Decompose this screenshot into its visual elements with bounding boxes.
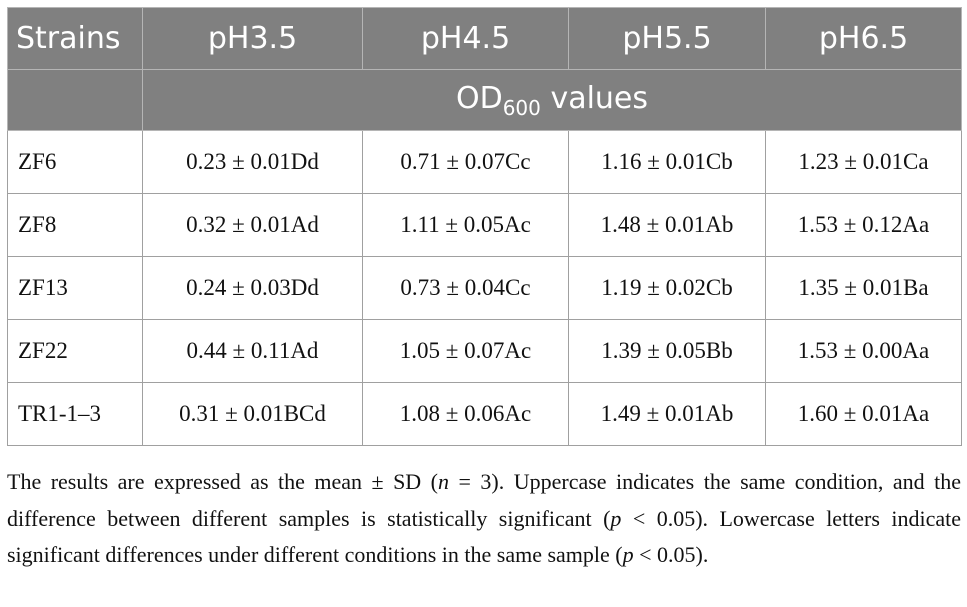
- value-cell: 1.19 ± 0.02Cb: [568, 256, 766, 320]
- value-cell: 1.16 ± 0.01Cb: [568, 130, 766, 194]
- header-cell: pH3.5: [142, 7, 363, 70]
- value-cell: 0.32 ± 0.01Ad: [142, 193, 363, 257]
- table-row: TR1-1–3 0.31 ± 0.01BCd 1.08 ± 0.06Ac 1.49 ±…: [7, 382, 962, 446]
- strain-cell: ZF6: [7, 130, 143, 194]
- value-cell: 1.35 ± 0.01Ba: [765, 256, 962, 320]
- value-cell: 1.08 ± 0.06Ac: [362, 382, 569, 446]
- strain-cell: ZF8: [7, 193, 143, 257]
- header-cell: pH6.5: [765, 7, 962, 70]
- header-cell: pH4.5: [362, 7, 569, 70]
- table-row: ZF6 0.23 ± 0.01Dd 0.71 ± 0.07Cc 1.16 ± 0.01…: [7, 130, 962, 194]
- subheader-suffix: values: [550, 80, 649, 116]
- subheader-row: OD600 values: [7, 69, 962, 131]
- value-cell: 0.73 ± 0.04Cc: [362, 256, 569, 320]
- value-cell: 1.53 ± 0.12Aa: [765, 193, 962, 257]
- subheader-subscript: 600: [502, 95, 541, 120]
- table-row: ZF22 0.44 ± 0.11Ad 1.05 ± 0.07Ac 1.39 ± 0.0…: [7, 319, 962, 383]
- header-blank: [7, 69, 143, 131]
- footnote-text: The results are expressed as the mean ± …: [7, 469, 439, 494]
- strain-cell: TR1-1–3: [7, 382, 143, 446]
- header-cell: pH5.5: [568, 7, 766, 70]
- value-cell: 0.31 ± 0.01BCd: [142, 382, 363, 446]
- value-cell: 0.24 ± 0.03Dd: [142, 256, 363, 320]
- value-cell: 1.23 ± 0.01Ca: [765, 130, 962, 194]
- footnote-text: p: [610, 505, 622, 531]
- subheader-text: OD: [455, 80, 503, 116]
- value-cell: 1.48 ± 0.01Ab: [568, 193, 766, 257]
- table-body: ZF6 0.23 ± 0.01Dd 0.71 ± 0.07Cc 1.16 ± 0.01…: [7, 130, 962, 446]
- strain-cell: ZF22: [7, 319, 143, 383]
- table-row: ZF13 0.24 ± 0.03Dd 0.73 ± 0.04Cc 1.19 ± 0.0…: [7, 256, 962, 320]
- value-cell: 0.44 ± 0.11Ad: [142, 319, 363, 383]
- value-cell: 1.11 ± 0.05Ac: [362, 193, 569, 257]
- header-cell: Strains: [7, 7, 143, 70]
- footnote-text: = 3). Uppercase indicates the same condi…: [7, 469, 961, 531]
- data-table: Strains pH3.5 pH4.5 pH5.5 pH6.5 OD600 values…: [7, 7, 962, 446]
- value-cell: 1.39 ± 0.05Bb: [568, 319, 766, 383]
- header-row: Strains pH3.5 pH4.5 pH5.5 pH6.5: [7, 7, 962, 70]
- subheader-cell: OD600 values: [142, 69, 962, 131]
- value-cell: 1.60 ± 0.01Aa: [765, 382, 962, 446]
- value-cell: 0.23 ± 0.01Dd: [142, 130, 363, 194]
- footnote-text: p: [622, 542, 634, 567]
- footnote-text: n: [438, 469, 450, 494]
- strain-cell: ZF13: [7, 256, 143, 320]
- table-row: ZF8 0.32 ± 0.01Ad 1.11 ± 0.05Ac 1.48 ± 0.01…: [7, 193, 962, 257]
- value-cell: 0.71 ± 0.07Cc: [362, 130, 569, 194]
- footnote-text: < 0.05).: [633, 542, 709, 567]
- value-cell: 1.49 ± 0.01Ab: [568, 382, 766, 446]
- value-cell: 1.05 ± 0.07Ac: [362, 319, 569, 383]
- footnote: The results are expressed as the mean ± …: [7, 464, 961, 574]
- value-cell: 1.53 ± 0.00Aa: [765, 319, 962, 383]
- footnote-text: < 0.05). Lowercase letters indicate sign…: [7, 505, 962, 568]
